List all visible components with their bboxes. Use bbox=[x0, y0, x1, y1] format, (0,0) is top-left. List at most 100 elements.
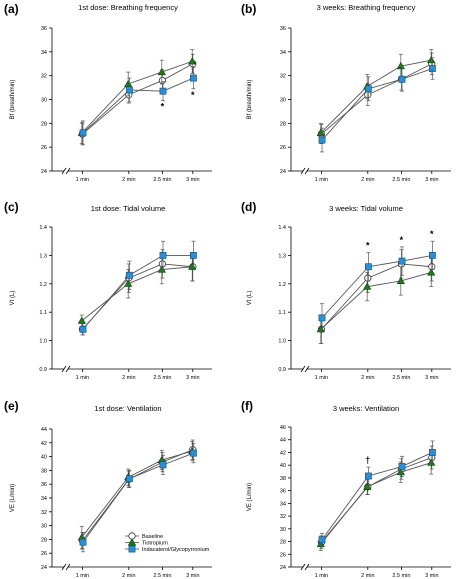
y-tick-label: 28 bbox=[41, 121, 47, 127]
series-line bbox=[81, 60, 193, 134]
y-tick-label: 1.1 bbox=[39, 310, 47, 316]
series-baseline bbox=[78, 249, 197, 336]
significance-marker: * bbox=[400, 235, 404, 245]
y-axis-label: Bf (breath/min) bbox=[247, 80, 253, 120]
series-tiotropium bbox=[77, 441, 197, 549]
x-tick-label: 3 min bbox=[425, 573, 438, 579]
data-point bbox=[427, 268, 436, 276]
y-tick-label: 28 bbox=[280, 540, 286, 546]
axis-break-mark bbox=[61, 167, 67, 175]
y-tick-label: 28 bbox=[41, 537, 47, 543]
y-tick-label: 26 bbox=[41, 145, 47, 151]
significance-marker: * bbox=[366, 241, 370, 251]
data-point bbox=[363, 282, 372, 290]
data-point bbox=[79, 129, 87, 137]
x-tick-label: 2 min bbox=[361, 375, 374, 381]
y-tick-label: 44 bbox=[41, 427, 47, 433]
y-tick-label: 46 bbox=[280, 425, 286, 431]
panel-title: 3 weeks: Tidal volume bbox=[329, 204, 403, 213]
x-tick-label: 3 min bbox=[186, 375, 199, 381]
data-point bbox=[126, 271, 133, 279]
y-tick-label: 32 bbox=[280, 514, 286, 520]
data-point bbox=[364, 263, 372, 271]
y-tick-label: 0.9 bbox=[278, 367, 286, 373]
data-point bbox=[157, 265, 166, 273]
axis-break-mark bbox=[61, 365, 67, 373]
y-tick-label: 1.0 bbox=[278, 339, 286, 345]
y-tick-label: 38 bbox=[41, 468, 47, 474]
series-line bbox=[321, 263, 432, 330]
y-tick-label: 26 bbox=[41, 551, 47, 557]
panel-label: (f) bbox=[241, 399, 253, 413]
data-point bbox=[188, 57, 197, 65]
axis-break-mark bbox=[304, 365, 310, 373]
data-point bbox=[396, 276, 405, 284]
significance-marker: * bbox=[430, 229, 434, 239]
panel-title: 3 weeks: Ventilation bbox=[333, 404, 399, 413]
data-point bbox=[316, 128, 325, 136]
series-indacaterol-glycopyrronium bbox=[318, 440, 436, 547]
data-point bbox=[190, 74, 197, 82]
series-line bbox=[81, 450, 193, 538]
panel-title: 1st dose: Breathing frequency bbox=[78, 3, 178, 12]
data-point bbox=[157, 67, 166, 76]
data-point bbox=[428, 449, 436, 456]
x-tick-label: 3 min bbox=[186, 177, 199, 183]
y-tick-label: 1.2 bbox=[39, 282, 47, 288]
panel-title: 1st dose: Tidal volume bbox=[91, 204, 166, 213]
chart-panel-5: (e) 1st dose: Ventilation 24 26 28 30 32 34 36 38… bbox=[4, 399, 212, 579]
y-tick-label: 1.4 bbox=[278, 225, 286, 231]
y-tick-label: 36 bbox=[41, 482, 47, 488]
axis-break-mark bbox=[304, 563, 310, 571]
series-line bbox=[320, 272, 432, 330]
axis-break-mark bbox=[304, 167, 310, 175]
series-line bbox=[81, 266, 193, 322]
y-tick-label: 40 bbox=[41, 455, 47, 461]
y-tick-label: 30 bbox=[280, 98, 286, 104]
y-axis-label: VE (L/min) bbox=[247, 483, 253, 511]
data-point bbox=[364, 472, 372, 480]
series-line bbox=[320, 462, 432, 545]
y-tick-label: 1.4 bbox=[39, 225, 47, 231]
series-indacaterol-glycopyrronium bbox=[318, 240, 436, 333]
series-line bbox=[320, 59, 432, 134]
data-point bbox=[428, 252, 436, 259]
y-tick-label: 42 bbox=[41, 441, 47, 447]
legend-label: Tiotropium bbox=[142, 541, 168, 547]
y-tick-label: 36 bbox=[280, 489, 286, 495]
legend-label: Indacaterol/Glycopyrronium bbox=[142, 547, 210, 553]
panel-title: 1st dose: Ventilation bbox=[94, 404, 161, 413]
series-line bbox=[82, 452, 194, 543]
data-point bbox=[428, 263, 436, 271]
data-point bbox=[158, 260, 166, 268]
data-point bbox=[159, 252, 167, 259]
data-point bbox=[316, 539, 325, 548]
data-point bbox=[427, 55, 436, 64]
legend-marker bbox=[127, 538, 137, 546]
y-tick-label: 28 bbox=[280, 121, 286, 127]
data-point bbox=[318, 136, 326, 144]
significance-marker: † bbox=[365, 455, 370, 465]
x-tick-label: 1 min bbox=[76, 375, 89, 381]
y-tick-label: 36 bbox=[41, 26, 47, 32]
data-point bbox=[364, 274, 372, 282]
data-point bbox=[428, 65, 436, 72]
y-tick-label: 38 bbox=[280, 476, 286, 482]
series-line bbox=[321, 452, 433, 540]
axis-break-mark bbox=[300, 563, 306, 571]
data-point bbox=[363, 482, 372, 490]
series-line bbox=[321, 457, 432, 543]
legend-marker bbox=[128, 532, 136, 540]
axis-break-mark bbox=[300, 365, 306, 373]
x-tick-label: 2 min bbox=[122, 573, 135, 579]
data-point bbox=[158, 76, 166, 85]
chart-panel-4: (d) 3 weeks: Tidal volume 0.9 1.0 1.1 1.2 1.3 1… bbox=[241, 200, 451, 381]
axis-break-mark bbox=[300, 167, 306, 175]
y-axis-label: Vt (L) bbox=[247, 291, 253, 306]
x-tick-label: 2 min bbox=[122, 177, 135, 183]
x-tick-label: 3 min bbox=[425, 375, 438, 381]
panel-title: 3 weeks: Breathing frequency bbox=[317, 3, 416, 12]
significance-marker: * bbox=[161, 102, 165, 112]
panel-label: (e) bbox=[4, 399, 19, 413]
